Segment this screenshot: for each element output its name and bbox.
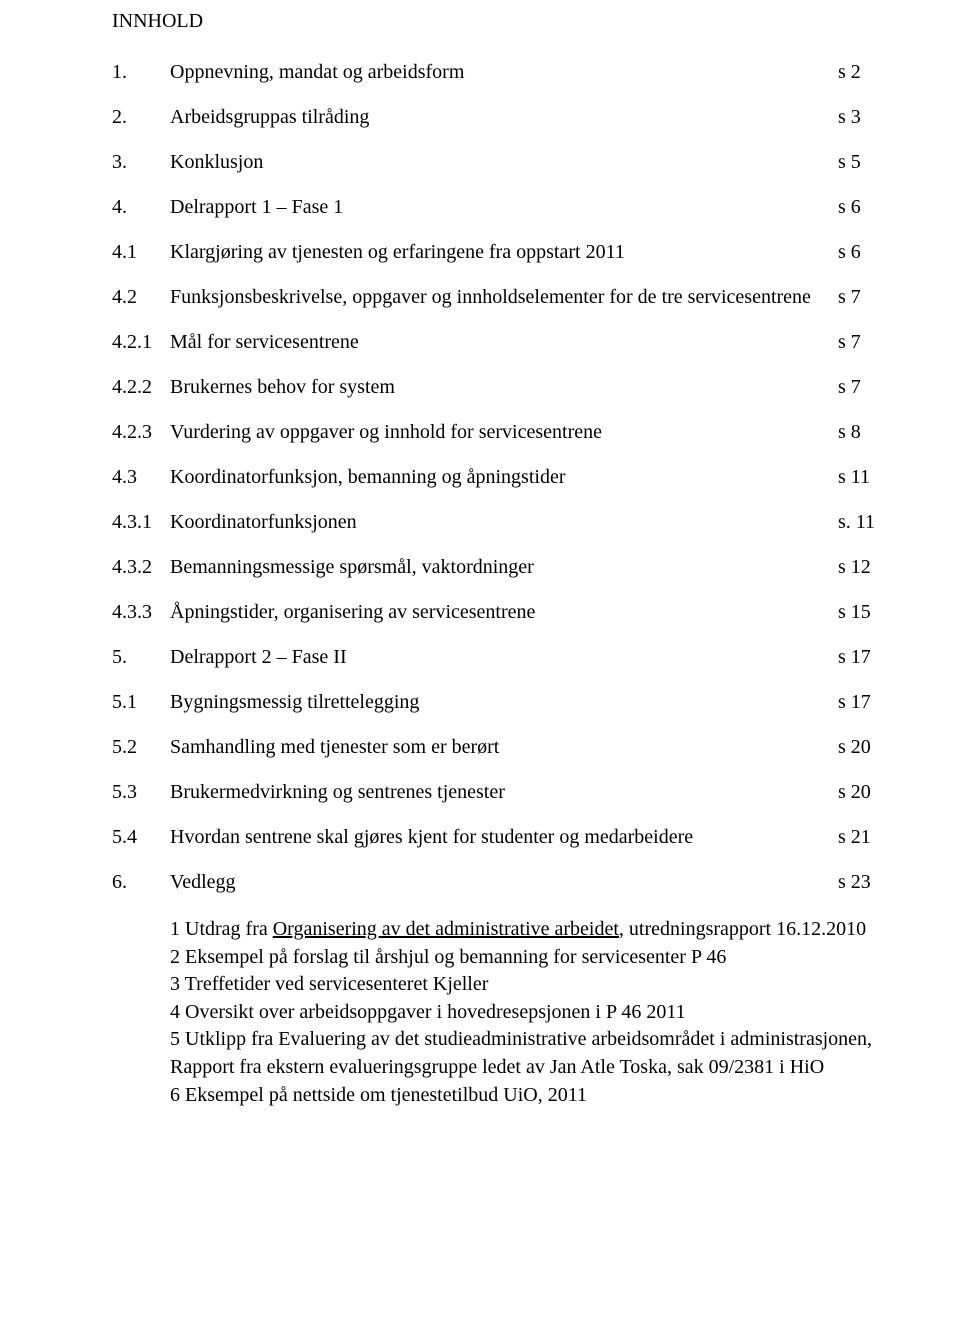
- toc-num: 5.1: [112, 691, 170, 714]
- toc-page: s 7: [838, 331, 888, 354]
- toc-page: s 20: [838, 736, 888, 759]
- toc-num: 5.: [112, 646, 170, 669]
- appendix-item: 2 Eksempel på forslag til årshjul og bem…: [170, 944, 888, 972]
- toc-row: 4.3.1 Koordinatorfunksjonen s. 11: [112, 511, 888, 534]
- toc-title: Klargjøring av tjenesten og erfaringene …: [170, 241, 838, 264]
- toc-num: 5.4: [112, 826, 170, 849]
- toc-num: 1.: [112, 61, 170, 84]
- toc-num: 5.3: [112, 781, 170, 804]
- appendix-item: 5 Utklipp fra Evaluering av det studiead…: [170, 1026, 888, 1081]
- toc-num: 4.3.1: [112, 511, 170, 534]
- toc-num: 4.2.3: [112, 421, 170, 444]
- toc-num: 3.: [112, 151, 170, 174]
- toc-row: 6. Vedlegg s 23: [112, 871, 888, 894]
- toc-list: 1. Oppnevning, mandat og arbeidsform s 2…: [112, 61, 888, 894]
- toc-row: 4.3.2 Bemanningsmessige spørsmål, vaktor…: [112, 556, 888, 579]
- toc-row: 2. Arbeidsgruppas tilråding s 3: [112, 106, 888, 129]
- toc-title: Oppnevning, mandat og arbeidsform: [170, 61, 838, 84]
- toc-title: Bemanningsmessige spørsmål, vaktordninge…: [170, 556, 838, 579]
- appendix-underline: Organisering av det administrative arbei…: [273, 918, 619, 940]
- appendix-text: 1 Utdrag fra: [170, 918, 273, 940]
- toc-page: s 5: [838, 151, 888, 174]
- toc-row: 5.4 Hvordan sentrene skal gjøres kjent f…: [112, 826, 888, 849]
- toc-page: s 3: [838, 106, 888, 129]
- toc-num: 5.2: [112, 736, 170, 759]
- toc-page: s 17: [838, 646, 888, 669]
- toc-title: Mål for servicesentrene: [170, 331, 838, 354]
- toc-page: s 6: [838, 196, 888, 219]
- toc-page: s 8: [838, 421, 888, 444]
- toc-title: Arbeidsgruppas tilråding: [170, 106, 838, 129]
- toc-title: Vedlegg: [170, 871, 838, 894]
- toc-page: s 15: [838, 601, 888, 624]
- toc-row: 5.3 Brukermedvirkning og sentrenes tjene…: [112, 781, 888, 804]
- toc-row: 3. Konklusjon s 5: [112, 151, 888, 174]
- toc-title: Bygningsmessig tilrettelegging: [170, 691, 838, 714]
- toc-num: 4.3.2: [112, 556, 170, 579]
- toc-row: 4.3.3 Åpningstider, organisering av serv…: [112, 601, 888, 624]
- toc-page: s. 11: [838, 511, 888, 534]
- toc-heading: INNHOLD: [112, 10, 888, 33]
- toc-title: Koordinatorfunksjon, bemanning og åpning…: [170, 466, 838, 489]
- toc-page: s 11: [838, 466, 888, 489]
- toc-row: 4.2 Funksjonsbeskrivelse, oppgaver og in…: [112, 286, 888, 309]
- toc-page: s 6: [838, 241, 888, 264]
- toc-row: 5.1 Bygningsmessig tilrettelegging s 17: [112, 691, 888, 714]
- toc-title: Funksjonsbeskrivelse, oppgaver og innhol…: [170, 286, 838, 309]
- toc-title: Samhandling med tjenester som er berørt: [170, 736, 838, 759]
- toc-title: Brukernes behov for system: [170, 376, 838, 399]
- toc-page: s 21: [838, 826, 888, 849]
- toc-page: s 7: [838, 376, 888, 399]
- toc-num: 4.2.1: [112, 331, 170, 354]
- toc-title: Hvordan sentrene skal gjøres kjent for s…: [170, 826, 838, 849]
- toc-num: 6.: [112, 871, 170, 894]
- toc-num: 2.: [112, 106, 170, 129]
- toc-page: s 23: [838, 871, 888, 894]
- toc-title: Vurdering av oppgaver og innhold for ser…: [170, 421, 838, 444]
- appendix-item: 3 Treffetider ved servicesenteret Kjelle…: [170, 971, 888, 999]
- toc-num: 4.: [112, 196, 170, 219]
- toc-page: s 20: [838, 781, 888, 804]
- toc-num: 4.2.2: [112, 376, 170, 399]
- toc-row: 1. Oppnevning, mandat og arbeidsform s 2: [112, 61, 888, 84]
- toc-num: 4.3: [112, 466, 170, 489]
- toc-num: 4.2: [112, 286, 170, 309]
- toc-row: 4.2.2 Brukernes behov for system s 7: [112, 376, 888, 399]
- document-page: INNHOLD 1. Oppnevning, mandat og arbeids…: [0, 0, 960, 1333]
- appendix-item: 4 Oversikt over arbeidsoppgaver i hovedr…: [170, 999, 888, 1027]
- toc-title: Delrapport 2 – Fase II: [170, 646, 838, 669]
- toc-row: 4.2.3 Vurdering av oppgaver og innhold f…: [112, 421, 888, 444]
- toc-page: s 17: [838, 691, 888, 714]
- toc-row: 5. Delrapport 2 – Fase II s 17: [112, 646, 888, 669]
- toc-row: 4.3 Koordinatorfunksjon, bemanning og åp…: [112, 466, 888, 489]
- appendix-text: , utredningsrapport 16.12.2010: [619, 918, 866, 940]
- toc-row: 4.1 Klargjøring av tjenesten og erfaring…: [112, 241, 888, 264]
- toc-row: 5.2 Samhandling med tjenester som er ber…: [112, 736, 888, 759]
- toc-page: s 2: [838, 61, 888, 84]
- appendix-item: 1 Utdrag fra Organisering av det adminis…: [170, 916, 888, 944]
- toc-title: Brukermedvirkning og sentrenes tjenester: [170, 781, 838, 804]
- toc-page: s 12: [838, 556, 888, 579]
- toc-num: 4.3.3: [112, 601, 170, 624]
- toc-title: Åpningstider, organisering av servicesen…: [170, 601, 838, 624]
- toc-title: Delrapport 1 – Fase 1: [170, 196, 838, 219]
- toc-row: 4.2.1 Mål for servicesentrene s 7: [112, 331, 888, 354]
- appendix-list: 1 Utdrag fra Organisering av det adminis…: [112, 916, 888, 1109]
- toc-row: 4. Delrapport 1 – Fase 1 s 6: [112, 196, 888, 219]
- toc-num: 4.1: [112, 241, 170, 264]
- toc-title: Koordinatorfunksjonen: [170, 511, 838, 534]
- toc-page: s 7: [838, 286, 888, 309]
- toc-title: Konklusjon: [170, 151, 838, 174]
- appendix-item: 6 Eksempel på nettside om tjenestetilbud…: [170, 1082, 888, 1110]
